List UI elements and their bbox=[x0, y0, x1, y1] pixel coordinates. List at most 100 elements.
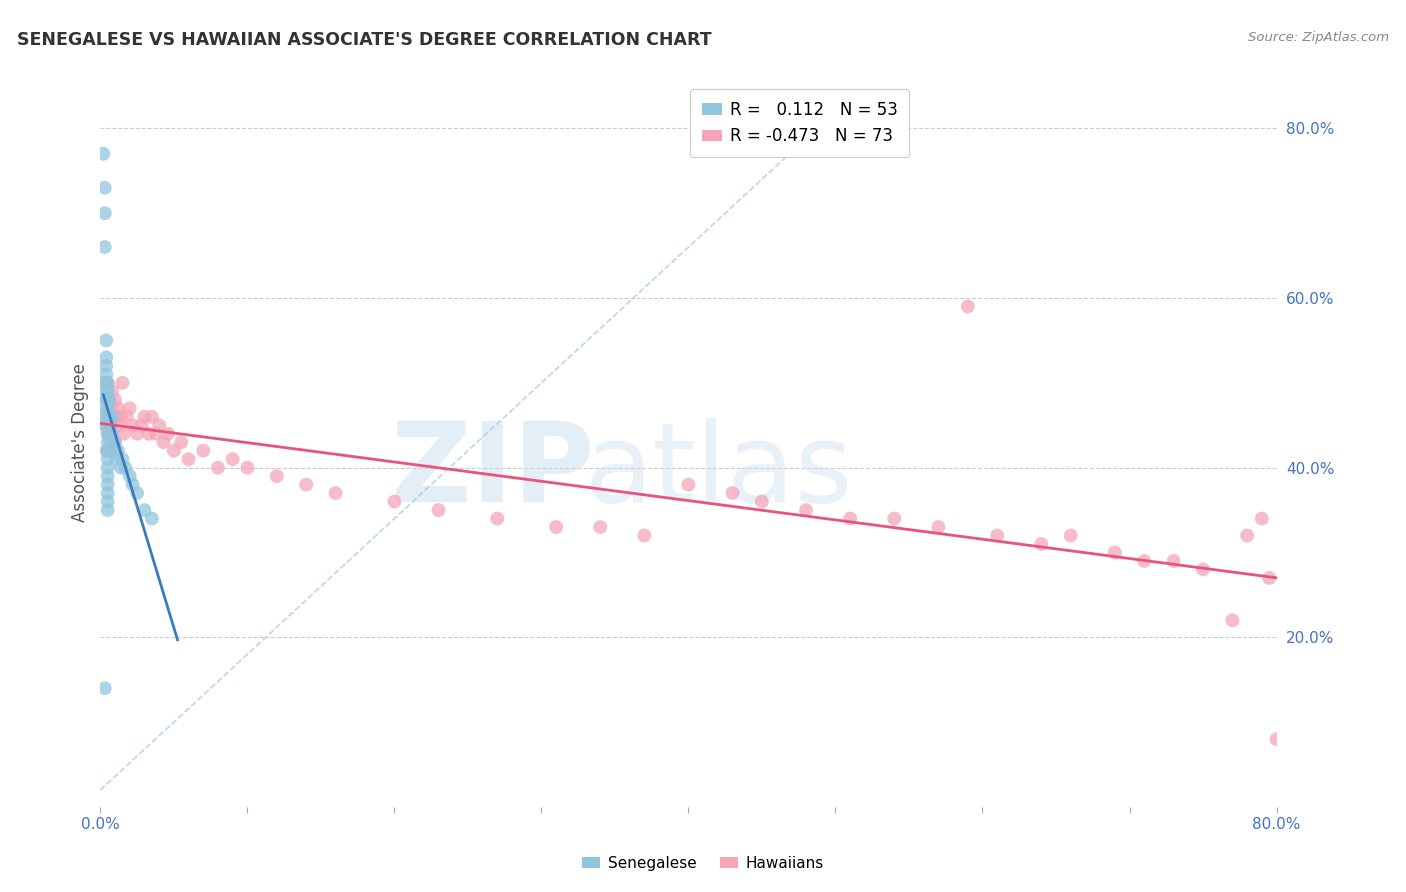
Point bbox=[97, 409, 120, 424]
Point bbox=[100, 401, 122, 416]
Point bbox=[107, 401, 129, 416]
Point bbox=[103, 443, 125, 458]
Point bbox=[883, 511, 905, 525]
Point bbox=[721, 486, 744, 500]
Point bbox=[141, 511, 163, 525]
Point bbox=[114, 460, 136, 475]
Point bbox=[97, 409, 120, 424]
Point bbox=[101, 409, 124, 424]
Point bbox=[98, 392, 121, 407]
Point bbox=[101, 418, 124, 433]
Point bbox=[97, 418, 120, 433]
Point bbox=[112, 426, 135, 441]
Point bbox=[96, 392, 118, 407]
Point bbox=[100, 426, 122, 441]
Point bbox=[97, 503, 120, 517]
Point bbox=[325, 486, 347, 500]
Point bbox=[96, 368, 118, 382]
Point bbox=[152, 435, 174, 450]
Point bbox=[104, 435, 127, 450]
Point bbox=[127, 426, 149, 441]
Point bbox=[94, 206, 117, 220]
Point bbox=[97, 376, 120, 390]
Point bbox=[145, 426, 167, 441]
Point bbox=[148, 418, 170, 433]
Point bbox=[1163, 554, 1185, 568]
Point bbox=[107, 443, 129, 458]
Point bbox=[104, 435, 127, 450]
Point bbox=[589, 520, 612, 534]
Point bbox=[177, 452, 200, 467]
Point bbox=[156, 426, 179, 441]
Point bbox=[121, 477, 143, 491]
Point bbox=[751, 494, 773, 508]
Text: Source: ZipAtlas.com: Source: ZipAtlas.com bbox=[1249, 31, 1389, 45]
Point bbox=[97, 376, 120, 390]
Point bbox=[1222, 613, 1244, 627]
Point bbox=[96, 334, 118, 348]
Point bbox=[1236, 528, 1258, 542]
Point bbox=[236, 460, 259, 475]
Point bbox=[97, 452, 120, 467]
Point bbox=[97, 384, 120, 399]
Point bbox=[97, 443, 120, 458]
Point bbox=[118, 469, 141, 483]
Point bbox=[91, 146, 114, 161]
Point bbox=[100, 418, 122, 433]
Point bbox=[97, 401, 120, 416]
Point bbox=[96, 376, 118, 390]
Point bbox=[94, 376, 117, 390]
Point bbox=[986, 528, 1008, 542]
Point bbox=[97, 494, 120, 508]
Point bbox=[96, 392, 118, 407]
Point bbox=[98, 426, 121, 441]
Point bbox=[97, 486, 120, 500]
Point bbox=[121, 418, 143, 433]
Y-axis label: Associate's Degree: Associate's Degree bbox=[72, 363, 89, 522]
Point bbox=[1060, 528, 1083, 542]
Point bbox=[134, 503, 156, 517]
Point bbox=[170, 435, 193, 450]
Point bbox=[266, 469, 288, 483]
Point bbox=[1265, 732, 1288, 747]
Point bbox=[94, 418, 117, 433]
Point bbox=[105, 452, 128, 467]
Point bbox=[98, 443, 121, 458]
Point bbox=[105, 409, 128, 424]
Point bbox=[108, 418, 131, 433]
Point bbox=[96, 409, 118, 424]
Point bbox=[131, 418, 153, 433]
Point bbox=[96, 392, 118, 407]
Point bbox=[115, 409, 138, 424]
Point bbox=[111, 376, 134, 390]
Point bbox=[207, 460, 229, 475]
Point bbox=[193, 443, 215, 458]
Point bbox=[633, 528, 655, 542]
Point bbox=[97, 392, 120, 407]
Text: ZIP: ZIP bbox=[391, 417, 595, 524]
Point bbox=[1133, 554, 1156, 568]
Point bbox=[163, 443, 186, 458]
Point bbox=[97, 443, 120, 458]
Point bbox=[98, 392, 121, 407]
Point bbox=[91, 409, 114, 424]
Point bbox=[97, 469, 120, 483]
Point bbox=[138, 426, 160, 441]
Point bbox=[141, 409, 163, 424]
Point bbox=[1250, 511, 1272, 525]
Point bbox=[1192, 562, 1215, 576]
Point bbox=[97, 460, 120, 475]
Point bbox=[127, 486, 149, 500]
Point bbox=[98, 418, 121, 433]
Point bbox=[956, 300, 979, 314]
Legend: R =   0.112   N = 53, R = -0.473   N = 73: R = 0.112 N = 53, R = -0.473 N = 73 bbox=[690, 89, 910, 157]
Point bbox=[100, 435, 122, 450]
Text: atlas: atlas bbox=[585, 417, 853, 524]
Point bbox=[110, 409, 132, 424]
Legend: Senegalese, Hawaiians: Senegalese, Hawaiians bbox=[576, 850, 830, 877]
Point bbox=[97, 426, 120, 441]
Point bbox=[295, 477, 318, 491]
Point bbox=[96, 384, 118, 399]
Point bbox=[97, 477, 120, 491]
Point bbox=[96, 351, 118, 365]
